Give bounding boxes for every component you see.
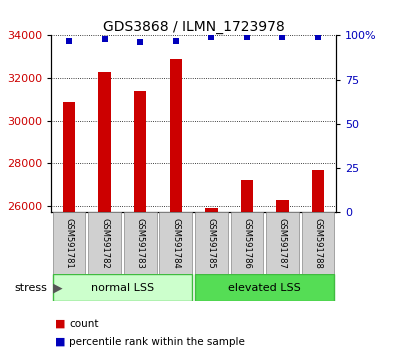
Text: GSM591784: GSM591784 [171, 218, 180, 269]
Bar [195, 274, 334, 301]
Bar [231, 212, 263, 274]
Point [315, 34, 321, 40]
Bar [53, 212, 85, 274]
Text: GSM591782: GSM591782 [100, 218, 109, 269]
Text: count: count [69, 319, 99, 329]
Bar [98, 72, 111, 212]
Bar [134, 91, 147, 212]
Text: normal LSS: normal LSS [91, 282, 154, 293]
Bar [63, 102, 75, 212]
Point [208, 34, 214, 40]
Text: GSM591787: GSM591787 [278, 218, 287, 269]
Bar [205, 208, 218, 212]
Bar [124, 212, 156, 274]
Text: stress: stress [15, 282, 47, 293]
Text: GSM591788: GSM591788 [314, 218, 322, 269]
Point [137, 40, 143, 45]
Bar [195, 212, 228, 274]
Text: GSM591783: GSM591783 [136, 218, 145, 269]
Bar [88, 212, 121, 274]
Text: ■: ■ [55, 319, 66, 329]
Text: elevated LSS: elevated LSS [228, 282, 301, 293]
Text: ■: ■ [55, 337, 66, 347]
Text: GSM591786: GSM591786 [243, 218, 251, 269]
Point [173, 38, 179, 44]
Bar [276, 200, 289, 212]
Bar [302, 212, 334, 274]
Bar [169, 59, 182, 212]
Point [102, 36, 108, 42]
Text: GSM591785: GSM591785 [207, 218, 216, 269]
Point [66, 38, 72, 44]
Bar [266, 212, 299, 274]
Bar [53, 274, 192, 301]
Bar [241, 181, 253, 212]
Bar [160, 212, 192, 274]
Title: GDS3868 / ILMN_1723978: GDS3868 / ILMN_1723978 [103, 21, 284, 34]
Point [279, 34, 286, 40]
Text: percentile rank within the sample: percentile rank within the sample [69, 337, 245, 347]
Text: GSM591781: GSM591781 [65, 218, 73, 269]
Bar [312, 170, 324, 212]
Text: ▶: ▶ [53, 281, 63, 294]
Point [244, 34, 250, 40]
